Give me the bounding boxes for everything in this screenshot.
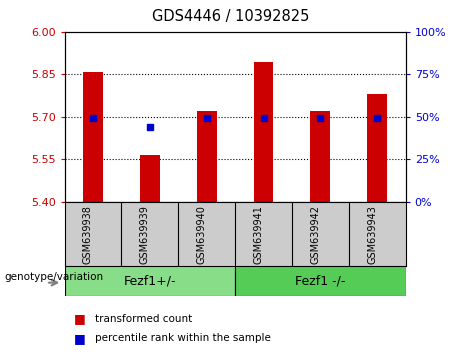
Point <box>146 124 154 130</box>
Point <box>89 115 97 121</box>
Point <box>373 115 381 121</box>
Bar <box>367 94 387 202</box>
Bar <box>65 266 235 296</box>
Bar <box>254 62 273 202</box>
Bar <box>83 72 103 202</box>
Text: genotype/variation: genotype/variation <box>5 272 104 282</box>
Text: ■: ■ <box>74 332 85 344</box>
Text: GDS4446 / 10392825: GDS4446 / 10392825 <box>152 9 309 24</box>
Point <box>203 115 210 121</box>
Bar <box>197 111 217 202</box>
Bar <box>310 111 331 202</box>
Bar <box>140 155 160 202</box>
Point <box>260 115 267 121</box>
Text: Fezf1+/-: Fezf1+/- <box>124 274 176 287</box>
Bar <box>235 266 406 296</box>
Text: percentile rank within the sample: percentile rank within the sample <box>95 333 271 343</box>
Text: GSM639940: GSM639940 <box>197 205 207 264</box>
Text: GSM639938: GSM639938 <box>83 205 93 264</box>
Text: GSM639943: GSM639943 <box>367 205 377 264</box>
Point <box>317 115 324 121</box>
Text: transformed count: transformed count <box>95 314 192 324</box>
Text: GSM639942: GSM639942 <box>310 205 320 264</box>
Text: Fezf1 -/-: Fezf1 -/- <box>295 274 346 287</box>
Text: GSM639941: GSM639941 <box>254 205 264 264</box>
Text: GSM639939: GSM639939 <box>140 205 150 264</box>
Text: ■: ■ <box>74 312 85 325</box>
